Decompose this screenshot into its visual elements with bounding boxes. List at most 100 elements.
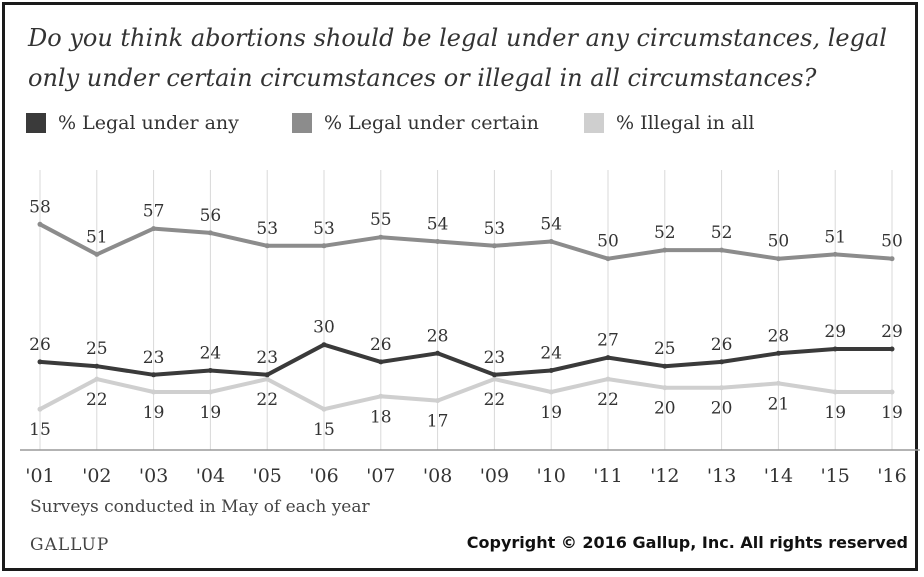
data-point-illegal-all <box>662 385 668 391</box>
data-label-legal-certain: 50 <box>597 232 619 252</box>
data-label-illegal-all: 19 <box>881 403 903 423</box>
chart-title: Do you think abortions should be legal u… <box>28 24 887 92</box>
data-point-legal-certain <box>491 243 497 249</box>
data-point-legal-any <box>207 368 213 373</box>
data-label-illegal-all: 15 <box>313 420 335 440</box>
data-point-legal-any <box>94 363 100 369</box>
data-label-illegal-all: 22 <box>86 390 108 410</box>
data-label-illegal-all: 19 <box>824 403 846 423</box>
x-tick-label: '01 <box>25 465 54 487</box>
data-point-legal-certain <box>435 239 441 244</box>
data-point-illegal-all <box>889 389 895 395</box>
data-label-legal-any: 29 <box>881 322 903 342</box>
x-tick-label: '08 <box>423 465 452 487</box>
legend-swatch-legal-any <box>26 113 46 133</box>
data-point-legal-certain <box>151 226 157 232</box>
x-tick-label: '13 <box>707 465 736 487</box>
data-point-legal-certain <box>548 239 554 244</box>
x-tick-label: '15 <box>820 465 849 487</box>
data-point-illegal-all <box>94 376 100 382</box>
data-point-illegal-all <box>321 406 327 412</box>
data-point-illegal-all <box>605 376 611 382</box>
data-label-legal-certain: 52 <box>654 223 676 243</box>
data-label-illegal-all: 19 <box>143 403 165 423</box>
data-point-legal-certain <box>378 234 384 240</box>
x-tick-label: '04 <box>196 465 225 487</box>
data-label-legal-certain: 56 <box>200 206 222 226</box>
data-label-legal-any: 25 <box>654 339 676 359</box>
data-point-legal-certain <box>37 221 43 227</box>
data-label-illegal-all: 20 <box>654 399 676 419</box>
data-point-legal-any <box>435 350 441 356</box>
data-point-legal-any <box>775 350 781 356</box>
legend-item-legal-certain: % Legal under certain <box>292 112 539 134</box>
data-point-legal-any <box>378 359 384 365</box>
data-label-legal-any: 26 <box>29 335 51 355</box>
data-label-illegal-all: 15 <box>29 420 51 440</box>
data-point-legal-certain <box>321 243 327 249</box>
series-line-legal-any <box>39 342 892 377</box>
x-tick-label: '11 <box>593 465 622 487</box>
gallup-brand: GALLUP <box>30 535 110 555</box>
legend-item-illegal-all: % Illegal in all <box>584 112 754 134</box>
data-label-legal-certain: 50 <box>768 232 790 252</box>
data-label-illegal-all: 18 <box>370 407 392 427</box>
data-label-illegal-all: 22 <box>597 390 619 410</box>
x-tick-label: '03 <box>139 465 168 487</box>
data-label-legal-certain: 53 <box>256 219 278 239</box>
data-label-legal-any: 27 <box>597 331 619 351</box>
data-point-legal-any <box>491 372 497 378</box>
data-point-legal-any <box>321 342 327 348</box>
data-point-legal-any <box>889 346 895 352</box>
data-point-illegal-all <box>207 389 213 395</box>
data-label-legal-certain: 54 <box>427 215 449 235</box>
x-tick-label: '10 <box>536 465 565 487</box>
data-label-legal-certain: 55 <box>370 210 392 230</box>
legend-swatch-illegal-all <box>584 113 604 133</box>
data-point-illegal-all <box>378 393 384 399</box>
data-point-legal-any <box>662 363 668 369</box>
data-point-legal-certain <box>719 247 725 253</box>
x-tick-label: '02 <box>82 465 111 487</box>
data-label-illegal-all: 22 <box>256 390 278 410</box>
data-label-legal-certain: 52 <box>711 223 733 243</box>
data-label-legal-certain: 51 <box>824 227 846 247</box>
data-label-legal-any: 25 <box>86 339 108 359</box>
data-label-legal-any: 30 <box>313 318 335 338</box>
x-tick-label: '05 <box>252 465 281 487</box>
data-label-legal-certain: 54 <box>540 215 562 235</box>
chart-frame <box>2 2 918 571</box>
data-point-legal-certain <box>832 251 838 257</box>
legend-swatch-legal-certain <box>292 113 312 133</box>
data-point-illegal-all <box>435 398 441 404</box>
data-label-legal-certain: 53 <box>484 219 506 239</box>
legend-label-legal-certain: % Legal under certain <box>324 112 539 134</box>
data-label-legal-any: 28 <box>768 326 790 346</box>
data-point-legal-certain <box>605 256 611 262</box>
data-point-illegal-all <box>264 376 270 382</box>
data-label-legal-any: 28 <box>427 326 449 346</box>
data-label-legal-certain: 58 <box>29 197 51 217</box>
data-point-illegal-all <box>151 389 157 395</box>
data-label-legal-any: 23 <box>484 348 506 368</box>
data-point-illegal-all <box>832 389 838 395</box>
data-point-legal-any <box>151 372 157 378</box>
data-point-legal-any <box>719 359 725 365</box>
data-point-legal-any <box>37 359 43 365</box>
data-label-legal-any: 26 <box>370 335 392 355</box>
data-point-illegal-all <box>548 389 554 395</box>
legend-item-legal-any: % Legal under any <box>26 112 239 134</box>
data-label-illegal-all: 19 <box>200 403 222 423</box>
series-line-legal-certain <box>39 222 893 261</box>
x-tick-label: '12 <box>650 465 679 487</box>
data-point-legal-any <box>548 368 554 373</box>
x-tick-label: '14 <box>764 465 793 487</box>
data-label-legal-any: 23 <box>256 348 278 368</box>
data-point-legal-any <box>264 372 270 378</box>
legend-label-legal-any: % Legal under any <box>58 112 239 134</box>
chart-note: Surveys conducted in May of each year <box>30 497 370 517</box>
data-point-illegal-all <box>37 406 43 412</box>
data-label-illegal-all: 19 <box>540 403 562 423</box>
data-label-legal-certain: 51 <box>86 227 108 247</box>
